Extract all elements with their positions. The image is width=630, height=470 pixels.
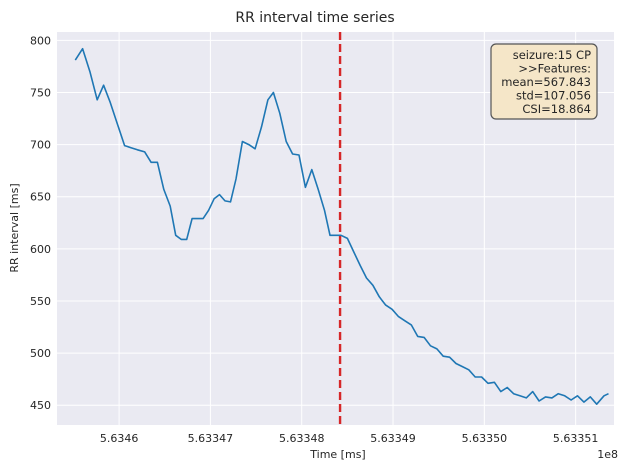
- x-tick-label: 5.63349: [370, 432, 416, 445]
- y-axis-ticks: 450 500 550 600 650 700 750 800: [30, 34, 51, 412]
- x-axis-label: Time [ms]: [309, 448, 365, 461]
- x-tick-label: 5.63351: [553, 432, 599, 445]
- x-tick-label: 5.63350: [462, 432, 508, 445]
- x-axis-ticks: 5.6346 5.63347 5.63348 5.63349 5.63350 5.6335…: [100, 432, 599, 445]
- features-box-line: seizure:15 CP: [513, 48, 591, 62]
- y-tick-label: 550: [30, 295, 51, 308]
- x-tick-label: 5.63348: [279, 432, 325, 445]
- chart-title: RR interval time series: [235, 10, 394, 26]
- grid-lines: [57, 32, 614, 425]
- y-tick-label: 450: [30, 399, 51, 412]
- y-tick-label: 700: [30, 139, 51, 152]
- features-box-line: mean=567.843: [501, 75, 591, 89]
- y-tick-label: 750: [30, 86, 51, 99]
- y-tick-label: 800: [30, 34, 51, 47]
- features-box: seizure:15 CP>>Features:mean=567.843std=…: [490, 43, 598, 120]
- rr-series-line: [74, 47, 609, 406]
- features-box-line: CSI=18.864: [522, 102, 591, 116]
- x-tick-label: 5.63347: [188, 432, 234, 445]
- x-axis-scale-label: 1e8: [597, 448, 618, 461]
- y-axis-label: RR interval [ms]: [8, 183, 21, 272]
- y-tick-label: 650: [30, 191, 51, 204]
- features-box-line: >>Features:: [518, 62, 591, 76]
- y-tick-label: 500: [30, 347, 51, 360]
- y-tick-label: 600: [30, 243, 51, 256]
- features-box-frame: [490, 43, 598, 120]
- x-tick-label: 5.6346: [100, 432, 139, 445]
- features-box-line: std=107.056: [516, 89, 591, 103]
- series-group: [74, 47, 609, 406]
